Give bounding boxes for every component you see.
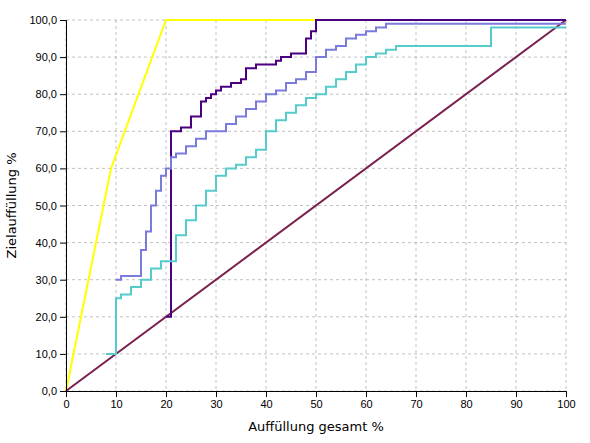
x-tick: 0: [63, 391, 69, 410]
x-tick-mark: [316, 391, 317, 397]
x-tick-mark: [466, 391, 467, 397]
x-axis-title: Auffüllung gesamt %: [248, 419, 384, 434]
x-tick-mark: [116, 391, 117, 397]
x-tick-label: 40: [260, 398, 272, 410]
y-tick-mark: [60, 168, 66, 169]
line: [66, 20, 566, 391]
y-tick-label: 80,0: [36, 88, 57, 100]
x-tick-mark: [216, 391, 217, 397]
y-tick: 80,0: [36, 88, 66, 100]
y-tick-label: 0,0: [42, 385, 57, 397]
x-tick: 40: [260, 391, 272, 410]
x-tick: 80: [460, 391, 472, 410]
x-tick-mark: [166, 391, 167, 397]
y-tick-mark: [60, 57, 66, 58]
x-tick-label: 60: [360, 398, 372, 410]
x-tick-mark: [266, 391, 267, 397]
x-tick-mark: [416, 391, 417, 397]
y-tick: 50,0: [36, 200, 66, 212]
grid-line-y: [66, 316, 566, 317]
x-tick-label: 50: [310, 398, 322, 410]
step-line: [106, 27, 566, 353]
grid-line-x: [166, 20, 167, 391]
y-tick-mark: [60, 354, 66, 355]
plot-root: 0 10 20 30 40 50 60 70 80 90 100 0,0 10,0 20,0 30,0 40,…: [29, 14, 575, 410]
y-tick-label: 70,0: [36, 125, 57, 137]
y-tick-label: 60,0: [36, 162, 57, 174]
grid-line-y: [66, 131, 566, 132]
y-tick-label: 20,0: [36, 311, 57, 323]
grid-line-y: [66, 242, 566, 243]
line: [66, 20, 566, 391]
y-tick: 100,0: [29, 14, 66, 26]
x-tick-mark: [366, 391, 367, 397]
y-tick-mark: [60, 20, 66, 21]
x-tick-label: 80: [460, 398, 472, 410]
y-tick-label: 40,0: [36, 237, 57, 249]
y-tick-mark: [60, 317, 66, 318]
y-tick-label: 30,0: [36, 274, 57, 286]
y-tick-label: 10,0: [36, 348, 57, 360]
y-tick-mark: [60, 131, 66, 132]
y-tick: 30,0: [36, 274, 66, 286]
series-group: [66, 20, 566, 391]
grid-line-y: [66, 168, 566, 169]
x-tick-mark: [566, 391, 567, 397]
x-axis: 0 10 20 30 40 50 60 70 80 90 100: [63, 391, 575, 410]
x-tick-label: 90: [510, 398, 522, 410]
y-tick-label: 50,0: [36, 200, 57, 212]
grid: [66, 20, 566, 391]
y-tick: 20,0: [36, 311, 66, 323]
y-tick: 60,0: [36, 162, 66, 174]
grid-line-y: [66, 353, 566, 354]
y-tick: 10,0: [36, 348, 66, 360]
y-tick: 70,0: [36, 125, 66, 137]
x-tick-label: 20: [160, 398, 172, 410]
grid-line-x: [466, 20, 467, 391]
chart-svg: 0 10 20 30 40 50 60 70 80 90 100 0,0 10,0 20,0 30,0 40,…: [0, 0, 590, 443]
x-tick: 70: [410, 391, 422, 410]
x-tick: 100: [557, 391, 575, 410]
y-tick-mark: [60, 243, 66, 244]
y-tick-mark: [60, 94, 66, 95]
y-tick-mark: [60, 206, 66, 207]
x-tick: 90: [510, 391, 522, 410]
y-axis: 0,0 10,0 20,0 30,0 40,0 50,0 60,0 70,0 80,0 90,0 1…: [29, 14, 66, 397]
x-tick: 30: [210, 391, 222, 410]
y-axis-line: [60, 21, 67, 392]
y-tick: 0,0: [42, 385, 66, 397]
y-tick: 90,0: [36, 51, 66, 63]
x-tick: 60: [360, 391, 372, 410]
x-axis-line: [67, 392, 567, 398]
x-tick-label: 0: [63, 398, 69, 410]
chart-container: 0 10 20 30 40 50 60 70 80 90 100 0,0 10,0 20,0 30,0 40,…: [0, 0, 590, 443]
x-tick-label: 10: [110, 398, 122, 410]
y-axis-title: Zielauffüllung %: [4, 153, 19, 259]
y-tick-label: 90,0: [36, 51, 57, 63]
y-tick-mark: [60, 280, 66, 281]
step-line: [116, 24, 566, 280]
y-tick-label: 100,0: [29, 14, 57, 26]
x-tick: 50: [310, 391, 322, 410]
x-tick-mark: [516, 391, 517, 397]
x-tick-label: 100: [557, 398, 575, 410]
x-tick: 20: [160, 391, 172, 410]
y-tick-mark: [60, 391, 66, 392]
x-tick: 10: [110, 391, 122, 410]
x-tick-label: 70: [410, 398, 422, 410]
y-tick: 40,0: [36, 237, 66, 249]
x-tick-label: 30: [210, 398, 222, 410]
